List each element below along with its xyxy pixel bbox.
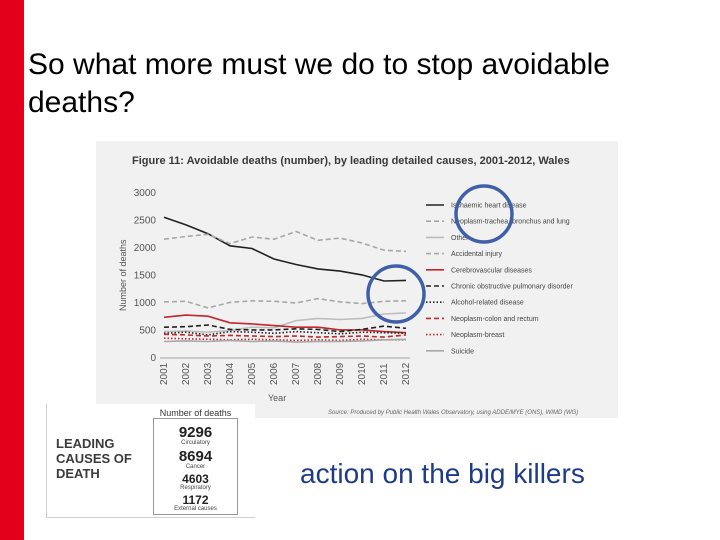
series-line-7: [163, 333, 407, 338]
x-axis-label: Year: [268, 393, 286, 403]
y-tick-label: 3000: [134, 188, 157, 199]
x-tick-label: 2010: [357, 362, 368, 385]
y-axis: 0 500 1000 1500 2000 2500 3000: [134, 188, 410, 364]
deaths-header: Number of deaths: [159, 408, 232, 418]
y-tick-label: 1500: [134, 271, 157, 282]
leading-causes-panel: LEADING CAUSES OF DEATH Number of deaths…: [46, 404, 255, 518]
legend: Ischaemic heart diseaseNeoplasm-trachea,…: [426, 203, 573, 355]
x-tick-label: 2008: [313, 362, 324, 385]
legend-label: Ischaemic heart disease: [451, 203, 527, 210]
series-line-2: [163, 312, 407, 334]
stat-value: 8694: [178, 448, 213, 465]
tagline: action on the big killers: [300, 458, 585, 489]
accent-bar: [0, 0, 24, 540]
legend-label: Neoplasm-colon and rectum: [451, 316, 539, 323]
series-line-5: [163, 324, 407, 333]
x-tick-label: 2007: [291, 362, 302, 385]
chart-title: Figure 11: Avoidable deaths (number), by…: [132, 155, 570, 167]
series-line-3: [163, 297, 407, 309]
x-tick-label: 2001: [159, 362, 170, 385]
slide-title: So what more must we do to stop avoidabl…: [28, 48, 610, 119]
highlight-circle: [454, 184, 514, 244]
legend-label: Chronic obstructive pulmonary disorder: [451, 284, 573, 291]
y-tick-label: 500: [139, 326, 156, 337]
stat-value: 4603: [182, 472, 209, 486]
x-tick-label: 2003: [203, 362, 214, 385]
y-tick-label: 0: [150, 353, 156, 364]
stat-value: 9296: [178, 424, 213, 441]
y-tick-label: 1000: [134, 298, 157, 309]
leading-causes-label: LEADING CAUSES OF DEATH: [56, 436, 132, 481]
x-tick-label: 2005: [247, 362, 258, 385]
stat-respiratory: 4603 Respiratory: [154, 473, 237, 492]
y-axis-label: Number of deaths: [118, 239, 128, 311]
legend-label: Other: [451, 235, 469, 242]
x-axis: 2001 2002 2003 2004 2005 2006 2007 2008 2009 2010…: [159, 362, 412, 385]
stat-label: Cancer: [185, 464, 206, 470]
stat-value: 1172: [182, 493, 209, 507]
legend-label: Suicide: [451, 348, 474, 355]
x-tick-label: 2006: [269, 362, 280, 385]
x-tick-label: 2011: [379, 363, 390, 385]
legend-label: Cerebrovascular diseases: [451, 267, 532, 274]
series-line-0: [163, 216, 407, 282]
stat-label: Circulatory: [181, 440, 210, 446]
stat-circulatory: 9296 Circulatory: [154, 425, 237, 447]
chart-source: Source: Produced by Public Health Wales …: [328, 410, 578, 416]
stat-label: Respiratory: [180, 485, 211, 491]
series-lines: [163, 216, 407, 343]
x-tick-label: 2002: [181, 362, 192, 385]
legend-label: Accidental injury: [451, 251, 502, 258]
y-tick-label: 2500: [134, 216, 157, 227]
series-line-4: [163, 314, 407, 334]
highlight-circles: [366, 184, 514, 324]
line-chart: Figure 11: Avoidable deaths (number), by…: [118, 155, 578, 416]
stat-cancer: 8694 Cancer: [154, 449, 237, 471]
series-line-1: [163, 230, 407, 253]
series-line-9: [163, 338, 407, 343]
x-tick-label: 2009: [335, 362, 346, 385]
x-tick-label: 2012: [401, 362, 412, 385]
stat-label: External causes: [174, 506, 217, 512]
legend-label: Neoplasm-breast: [451, 332, 504, 339]
highlight-circle: [366, 264, 426, 324]
chart-panel: Figure 11: Avoidable deaths (number), by…: [96, 141, 618, 418]
y-tick-label: 2000: [134, 243, 157, 254]
x-tick-label: 2004: [225, 362, 236, 385]
deaths-box: 9296 Circulatory 8694 Cancer 4603 Respir…: [153, 418, 238, 515]
legend-label: Alcohol-related disease: [451, 300, 524, 307]
stat-external: 1172 External causes: [154, 494, 237, 513]
